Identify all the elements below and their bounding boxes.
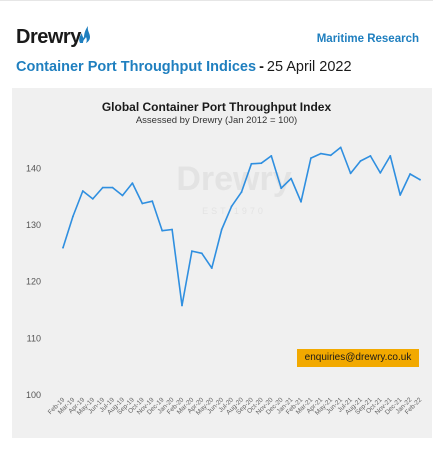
data-point xyxy=(280,187,283,190)
data-point xyxy=(131,182,134,185)
email-badge[interactable]: enquiries@drewry.co.uk xyxy=(297,349,419,367)
data-point xyxy=(369,155,372,157)
data-point xyxy=(151,200,154,203)
data-point xyxy=(141,202,144,205)
data-point xyxy=(101,186,104,189)
data-point xyxy=(389,155,392,157)
flame-icon xyxy=(79,26,90,43)
data-point xyxy=(250,162,253,165)
data-point xyxy=(210,267,213,269)
y-tick-label: 120 xyxy=(26,277,41,287)
series-group xyxy=(62,146,421,307)
data-point xyxy=(379,172,382,174)
maritime-research-link[interactable]: Maritime Research xyxy=(316,33,419,45)
data-point xyxy=(399,194,402,196)
data-point xyxy=(339,146,342,149)
headline-date: 25 April 2022 xyxy=(266,59,352,75)
headline-title: Container Port Throughput Indices xyxy=(16,59,257,75)
data-point xyxy=(270,155,273,157)
data-point xyxy=(91,198,94,200)
data-point xyxy=(419,178,421,181)
data-point xyxy=(290,177,292,180)
chart-subtitle: Assessed by Drewry (Jan 2012 = 100) xyxy=(135,115,298,126)
data-point xyxy=(200,252,203,255)
data-point xyxy=(409,173,411,175)
data-point xyxy=(72,215,74,218)
data-point xyxy=(349,172,352,175)
data-point xyxy=(220,228,223,231)
page-headline: Container Port Throughput Indices -25 Apr… xyxy=(16,59,352,75)
headline-separator: - xyxy=(259,59,264,75)
watermark-logo: Drewry EST 1970 xyxy=(176,160,291,216)
data-point xyxy=(191,250,193,253)
data-point xyxy=(300,200,302,203)
data-point xyxy=(81,190,84,192)
data-point xyxy=(319,152,322,155)
watermark-text: Drewry xyxy=(176,160,291,198)
chart-title: Global Container Port Throughput Index xyxy=(101,100,332,114)
chart-panel xyxy=(12,88,432,438)
data-point xyxy=(161,229,164,232)
y-tick-label: 140 xyxy=(26,163,41,173)
y-tick-label: 110 xyxy=(27,333,41,343)
data-point xyxy=(359,160,362,162)
data-point xyxy=(181,304,183,307)
top-divider xyxy=(0,0,433,1)
data-point xyxy=(240,191,243,194)
data-point xyxy=(329,154,332,157)
y-tick-label: 100 xyxy=(26,390,41,400)
data-point xyxy=(111,186,114,189)
y-axis: 100 110 120 130 140 xyxy=(26,163,41,400)
data-point xyxy=(260,162,263,165)
watermark-est: EST 1970 xyxy=(202,206,266,216)
x-axis: Feb-19Mar-19Apr-19May-19Jun-19Jul-19Aug-… xyxy=(47,396,424,417)
data-point xyxy=(62,246,64,249)
data-point xyxy=(121,194,124,197)
data-point xyxy=(310,157,312,160)
data-point xyxy=(171,228,174,231)
data-point xyxy=(230,205,233,208)
drewry-logo[interactable]: Drewry xyxy=(16,26,81,48)
y-tick-label: 130 xyxy=(26,220,41,230)
